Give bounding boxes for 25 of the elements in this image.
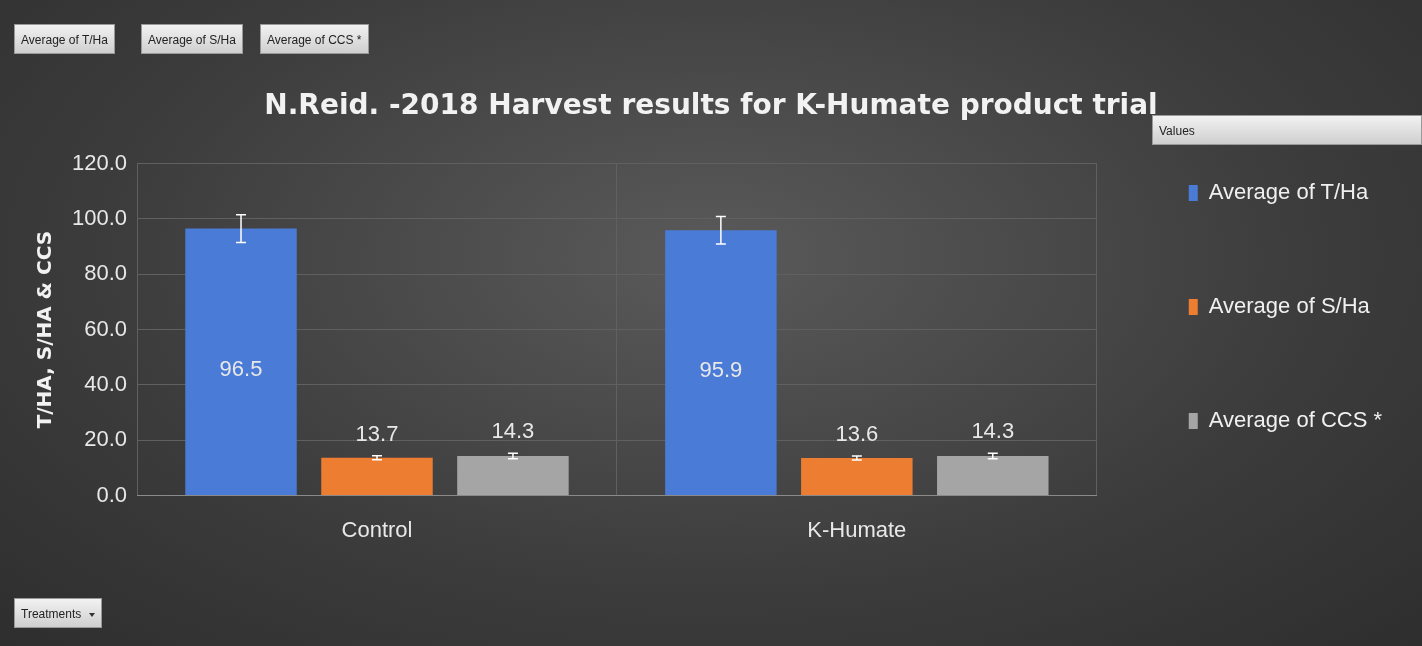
y-tick-label: 60.0: [84, 315, 128, 341]
y-tick-label: 80.0: [84, 260, 128, 286]
legend-label: Average of T/Ha: [1208, 179, 1369, 205]
data-label: 96.5: [219, 355, 263, 381]
text: Values: [1159, 124, 1195, 138]
x-tick-label: Control: [341, 516, 413, 542]
text: Average of S/Ha: [148, 33, 236, 47]
text: Treatments: [21, 607, 82, 621]
legend-label: Average of S/Ha: [1208, 293, 1371, 319]
text: Average of T/Ha: [21, 33, 108, 47]
text: Average of CCS *: [267, 33, 362, 47]
data-label: 13.7: [355, 420, 399, 446]
data-label: 13.6: [835, 421, 879, 447]
y-tick-label: 40.0: [84, 371, 128, 396]
data-label: 14.3: [491, 418, 535, 444]
y-tick-label: 20.0: [84, 426, 128, 452]
data-label: 95.9: [699, 356, 743, 382]
y-tick-label: 120.0: [71, 149, 128, 175]
chart-title: N.Reid. -2018 Harvest results for K-Humate product trial: [264, 88, 1158, 122]
data-label: 14.3: [971, 418, 1015, 444]
y-tick-label: 0.0: [96, 481, 128, 507]
legend-label: Average of CCS *: [1208, 407, 1383, 433]
x-tick-label: K-Humate: [807, 516, 907, 542]
y-tick-label: 100.0: [71, 205, 128, 230]
y-axis-title: T/HA, S/HA & CCS: [32, 230, 57, 429]
